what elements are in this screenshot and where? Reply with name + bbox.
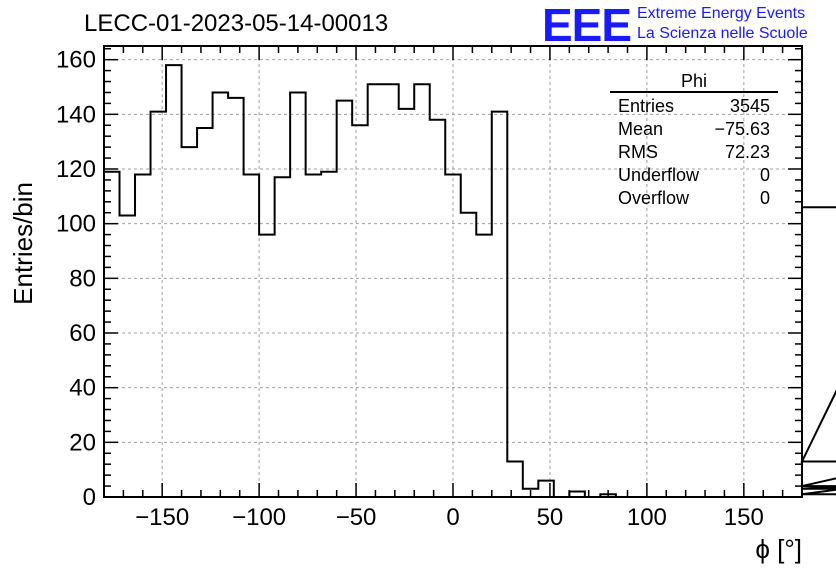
x-axis-label: ϕ [°] — [755, 534, 802, 564]
x-tick-label: 0 — [446, 504, 459, 531]
histogram-bin — [197, 128, 213, 497]
x-tick-label: 150 — [724, 504, 764, 531]
stats-box: Phi Entries 3545 Mean −75.63 RMS 72.23 U… — [610, 71, 778, 210]
histogram-bin — [430, 120, 446, 497]
histogram-bin — [383, 84, 399, 497]
histogram-bin — [151, 112, 167, 497]
x-tick-label: 100 — [627, 504, 667, 531]
histogram-bin — [213, 92, 229, 497]
histogram-bin — [135, 174, 151, 497]
stats-label: Underflow — [618, 165, 700, 185]
stats-value: 3545 — [729, 96, 770, 116]
x-tick-label: 50 — [537, 504, 564, 531]
histogram-bin — [507, 461, 523, 497]
x-axis-ticks: −150 −100 −50 0 50 100 150 — [103, 46, 803, 531]
stats-row-overflow: Overflow 0 — [610, 187, 778, 210]
histogram-bin — [182, 147, 198, 497]
histogram-bin — [445, 174, 461, 497]
histogram-bin — [306, 174, 322, 497]
histogram-bin — [492, 112, 508, 497]
histogram-bin — [368, 84, 384, 497]
y-tick-label: 120 — [56, 156, 96, 183]
y-tick-label: 40 — [69, 375, 96, 402]
stats-row-entries: Entries 3545 — [610, 95, 778, 118]
histogram-bin — [120, 215, 136, 497]
stats-label: Overflow — [618, 188, 690, 208]
histogram-bin — [259, 235, 275, 497]
histogram-bin — [352, 125, 368, 497]
stats-row-mean: Mean −75.63 — [610, 118, 778, 141]
y-axis-ticks: 0 20 40 60 80 100 120 140 160 — [56, 47, 802, 511]
histogram-bin — [538, 481, 554, 497]
stats-label: RMS — [618, 142, 658, 162]
histogram-line — [104, 64, 836, 498]
x-tick-label: −150 — [135, 504, 189, 531]
y-tick-label: 80 — [69, 265, 96, 292]
histogram-bin — [321, 172, 337, 497]
histogram-bin — [166, 65, 182, 497]
stats-value: 72.23 — [724, 142, 770, 162]
stats-row-underflow: Underflow 0 — [610, 164, 778, 187]
histogram-bin — [290, 92, 306, 497]
logo-line-1: Extreme Energy Events — [637, 5, 806, 22]
histogram-bin — [337, 101, 353, 497]
histogram-bin — [228, 98, 244, 497]
stats-label: Entries — [618, 96, 675, 116]
stats-value: 0 — [759, 188, 770, 208]
histogram-bin — [461, 213, 477, 497]
y-tick-label: 0 — [83, 484, 96, 511]
histogram-bin — [399, 109, 415, 497]
histogram-series — [104, 64, 836, 498]
histogram-bin — [476, 235, 492, 497]
y-tick-label: 160 — [56, 47, 96, 74]
logo-line-2: La Scienza nelle Scuole — [637, 25, 808, 42]
eee-logo: EEE — [542, 0, 632, 51]
y-tick-label: 140 — [56, 101, 96, 128]
histogram-bin — [244, 174, 260, 497]
stats-value: 0 — [759, 165, 770, 185]
y-tick-label: 20 — [69, 429, 96, 456]
x-tick-label: −50 — [336, 504, 377, 531]
y-tick-label: 60 — [69, 320, 96, 347]
histogram-bin — [104, 172, 120, 497]
stats-value: −75.63 — [714, 119, 770, 139]
histogram-bin — [275, 177, 291, 497]
stats-row-rms: RMS 72.23 — [610, 141, 778, 164]
stats-label: Mean — [618, 119, 664, 139]
x-tick-label: −100 — [232, 504, 286, 531]
chart-title: LECC-01-2023-05-14-00013 — [84, 10, 389, 37]
y-axis-label: Entries/bin — [8, 182, 38, 305]
stats-title: Phi — [610, 71, 778, 93]
histogram-bin — [414, 84, 430, 497]
y-tick-label: 100 — [56, 211, 96, 238]
